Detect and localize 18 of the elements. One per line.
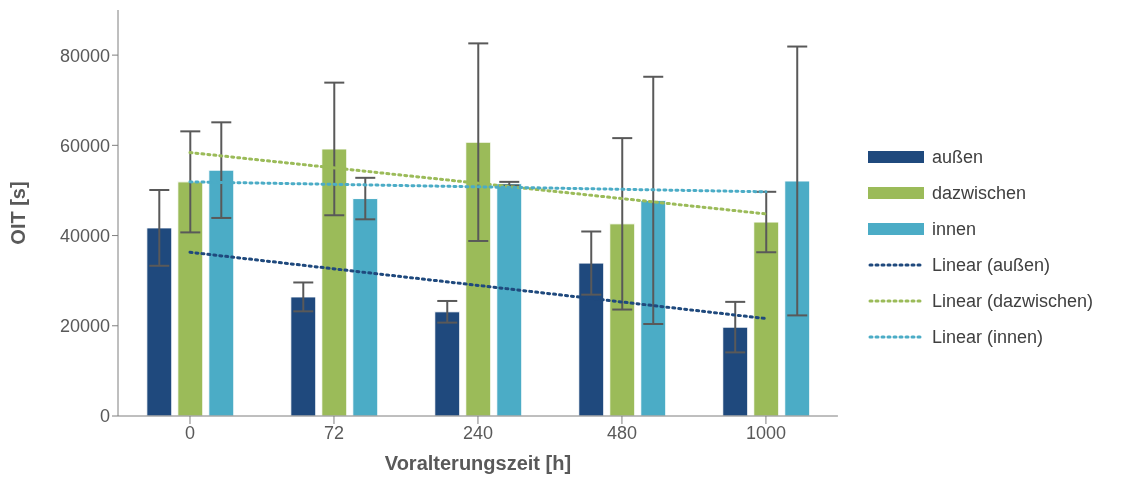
x-tick-label: 72: [323, 422, 344, 443]
legend-label: Linear (innen): [931, 326, 1043, 348]
y-tick-label: 20000: [59, 316, 110, 337]
legend-label: innen: [931, 218, 976, 240]
y-axis-title: OIT [s]: [7, 181, 30, 245]
legend-label: außen: [931, 146, 983, 168]
x-tick-label: 1000: [745, 422, 786, 443]
x-tick-label: 0: [184, 422, 195, 443]
y-tick-label: 80000: [59, 45, 110, 66]
legend-label: Linear (außen): [931, 254, 1050, 276]
y-tick-label: 60000: [59, 135, 110, 156]
y-tick-label: 40000: [59, 225, 110, 246]
x-axis-title: Voralterungszeit [h]: [384, 452, 572, 475]
legend-label: dazwischen: [931, 182, 1026, 204]
x-tick-label: 240: [462, 422, 493, 443]
legend-label: Linear (dazwischen): [931, 290, 1093, 312]
y-tick-label: 0: [99, 406, 110, 427]
x-tick-label: 480: [606, 422, 637, 443]
